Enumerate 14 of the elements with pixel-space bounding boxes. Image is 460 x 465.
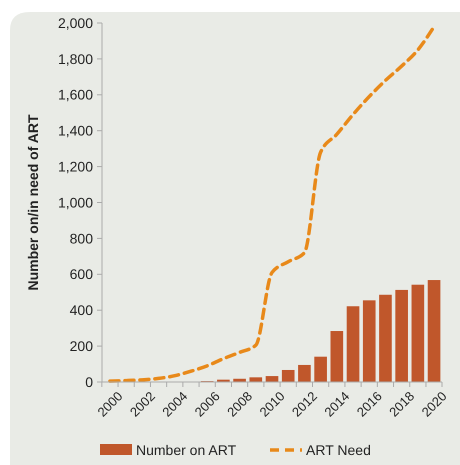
legend-label: Number on ART — [136, 442, 237, 458]
y-tick-label: 0 — [85, 374, 94, 390]
y-tick-label: 1,600 — [58, 86, 94, 103]
y-tick-label: 400 — [70, 302, 94, 318]
y-tick-label: 1,200 — [58, 158, 94, 174]
y-tick-label: 600 — [70, 266, 94, 282]
legend-label: ART Need — [306, 442, 371, 458]
y-tick-label: 1,000 — [58, 194, 94, 210]
y-tick-label: 800 — [70, 230, 94, 246]
y-tick-label: 2,000 — [58, 14, 94, 31]
y-axis-title: Number on/in need of ART — [25, 114, 41, 291]
y-tick-label: 1,400 — [58, 122, 94, 139]
y-tick-label: 1,800 — [58, 50, 94, 67]
y-tick-label: 200 — [70, 338, 94, 354]
